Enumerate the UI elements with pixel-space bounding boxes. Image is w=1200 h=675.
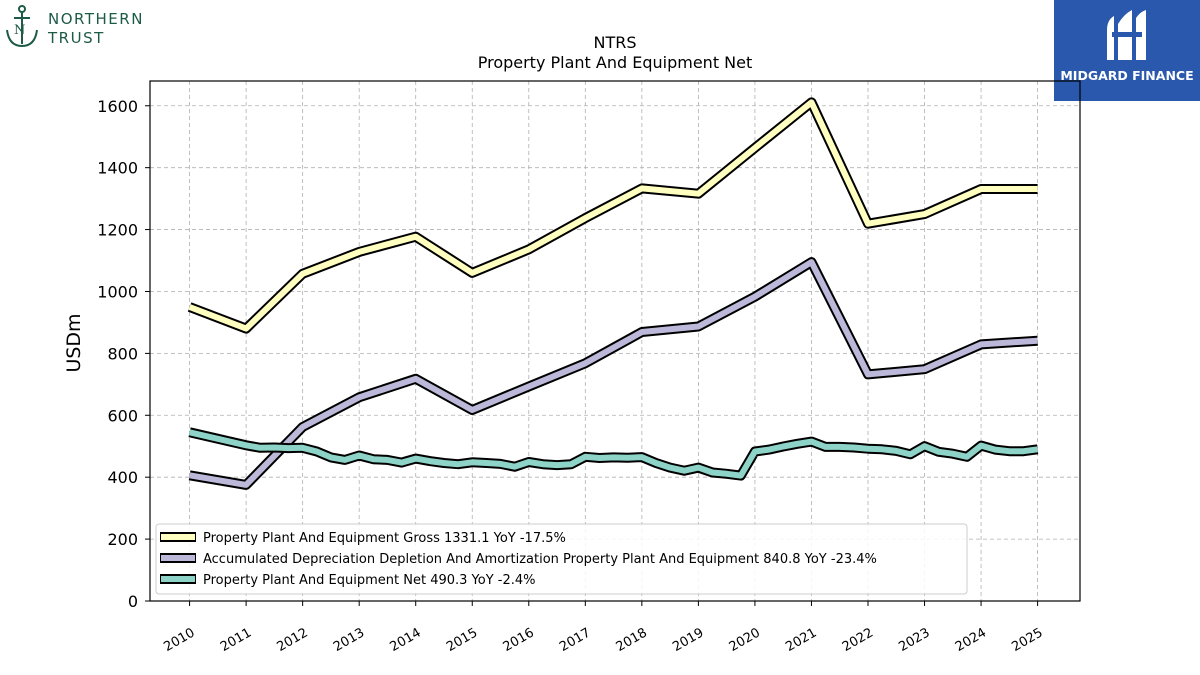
y-tick-label: 1200 [97, 221, 138, 240]
midgard-finance-logo: MIDGARD FINANCE [1054, 0, 1200, 101]
midgard-mark-icon [1107, 10, 1146, 60]
series-3 [188, 427, 1039, 481]
y-tick-label: 200 [107, 530, 138, 549]
northern-trust-logo: N NORTHERN TRUST [4, 4, 164, 50]
grid [150, 81, 1080, 602]
y-tick-label: 0 [128, 592, 138, 611]
series-line [188, 429, 1039, 479]
x-tick-label: 2016 [501, 625, 537, 655]
x-tick-label: 2017 [557, 625, 593, 655]
y-tick-label: 1000 [97, 282, 138, 301]
series-1 [187, 97, 1038, 334]
x-axis: 2010 2011 2012 2013 2014 2015 2016 2017 2018 2019… [161, 601, 1046, 655]
legend-label: Property Plant And Equipment Net 490.3 Y… [203, 573, 536, 588]
y-tick-label: 800 [107, 344, 138, 363]
y-tick-label: 1600 [97, 97, 138, 116]
x-tick-label: 2013 [331, 625, 367, 655]
x-tick-label: 2021 [783, 625, 819, 655]
x-tick-label: 2019 [670, 625, 706, 655]
legend-label: Accumulated Depreciation Depletion And A… [203, 552, 877, 567]
logo-text-trust: TRUST [48, 29, 105, 47]
x-tick-label: 2012 [274, 625, 310, 655]
legend: Property Plant And Equipment Gross 1331.… [155, 523, 968, 595]
series-2 [188, 257, 1038, 490]
x-tick-label: 2025 [1009, 625, 1045, 655]
plot-frame [149, 80, 1081, 602]
logo-text-midgard: MIDGARD FINANCE [1060, 68, 1194, 83]
series-line [188, 99, 1038, 332]
x-tick-label: 2011 [218, 625, 254, 655]
x-tick-label: 2014 [388, 625, 424, 655]
x-tick-label: 2023 [896, 625, 932, 655]
x-tick-label: 2018 [614, 625, 650, 655]
x-tick-label: 2015 [444, 625, 480, 655]
chart-subtitle: Property Plant And Equipment Net [478, 53, 753, 72]
y-axis-label: USDm [63, 313, 85, 372]
y-tick-label: 400 [107, 468, 138, 487]
y-tick-label: 1400 [97, 159, 138, 178]
series-group [187, 97, 1039, 490]
legend-box [155, 523, 968, 595]
anchor-icon: N [6, 5, 38, 48]
x-tick-label: 2024 [953, 625, 989, 655]
y-axis: 0 200 400 600 800 1000 1200 1400 1600 [97, 97, 150, 611]
x-tick-label: 2020 [727, 625, 763, 655]
y-tick-label: 600 [107, 406, 138, 425]
svg-text:N: N [14, 23, 25, 38]
legend-label: Property Plant And Equipment Gross 1331.… [203, 531, 566, 546]
x-tick-label: 2022 [840, 625, 876, 655]
x-tick-label: 2010 [161, 625, 197, 655]
chart-title: NTRS [593, 33, 636, 52]
logo-text-northern: NORTHERN [48, 10, 144, 28]
series-line [189, 259, 1038, 488]
